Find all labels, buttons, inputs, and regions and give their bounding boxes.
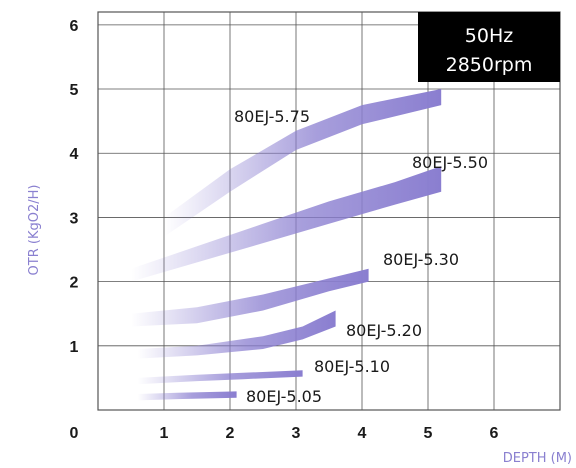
performance-bands xyxy=(131,89,442,401)
band-label: 80EJ-5.75 xyxy=(234,107,310,126)
tick-labels: 0 1 2 3 4 5 6 1 2 3 4 5 6 xyxy=(70,18,499,442)
band-label: 80EJ-5.05 xyxy=(246,387,322,406)
band-label: 80EJ-5.50 xyxy=(412,153,488,172)
y-tick-label: 6 xyxy=(70,18,79,35)
x-tick-label: 0 xyxy=(70,425,79,442)
band-80ej-5-20 xyxy=(137,310,336,359)
y-tick-label: 1 xyxy=(70,339,79,356)
x-tick-label: 2 xyxy=(226,425,235,442)
y-tick-label: 3 xyxy=(70,210,79,227)
x-tick-label: 6 xyxy=(490,425,499,442)
band-80ej-5-30 xyxy=(131,268,369,327)
band-80ej-5-75 xyxy=(164,89,442,237)
y-tick-label: 4 xyxy=(70,146,79,163)
rpm-badge-speed: 2850rpm xyxy=(446,54,533,76)
rpm-badge-background xyxy=(418,12,560,82)
band-label: 80EJ-5.20 xyxy=(346,321,422,340)
band-label: 80EJ-5.10 xyxy=(314,357,390,376)
x-tick-label: 4 xyxy=(358,425,367,442)
x-tick-label: 3 xyxy=(292,425,301,442)
plot-frame xyxy=(97,11,561,411)
band-80ej-5-10 xyxy=(137,370,303,385)
band-80ej-5-50 xyxy=(131,166,442,282)
y-axis-title: OTR (KgO2/H) xyxy=(27,185,42,276)
band-label: 80EJ-5.30 xyxy=(383,250,459,269)
x-axis-title: DEPTH (M) xyxy=(503,451,572,466)
rpm-badge-frequency: 50Hz xyxy=(465,25,513,47)
y-tick-label: 2 xyxy=(70,275,79,292)
y-tick-label: 5 xyxy=(70,82,79,99)
rpm-badge: 50Hz 2850rpm xyxy=(418,12,560,82)
x-tick-label: 1 xyxy=(160,425,169,442)
band-80ej-5-05 xyxy=(137,391,237,401)
band-labels: 80EJ-5.75 80EJ-5.50 80EJ-5.30 80EJ-5.20 80EJ… xyxy=(234,107,488,406)
x-tick-label: 5 xyxy=(424,425,433,442)
